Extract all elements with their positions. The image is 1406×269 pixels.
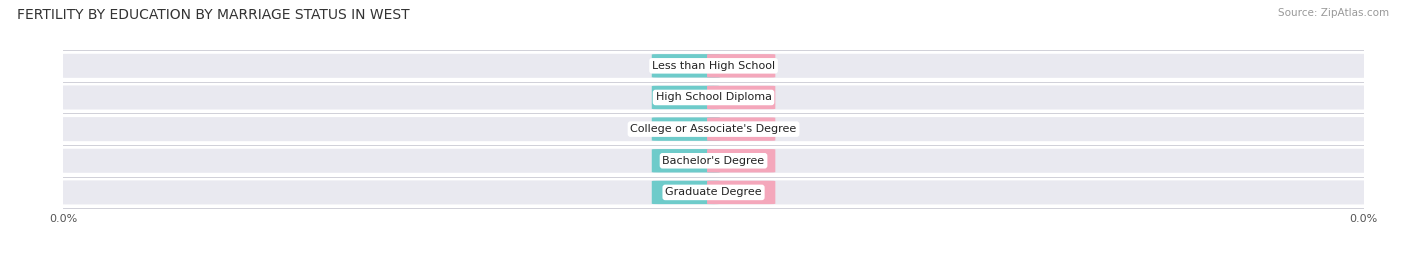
Text: Source: ZipAtlas.com: Source: ZipAtlas.com [1278,8,1389,18]
Text: 0.0%: 0.0% [728,93,755,102]
FancyBboxPatch shape [56,117,1371,141]
Text: 0.0%: 0.0% [728,187,755,197]
FancyBboxPatch shape [652,149,720,172]
Text: Graduate Degree: Graduate Degree [665,187,762,197]
FancyBboxPatch shape [56,54,1371,78]
FancyBboxPatch shape [652,86,720,109]
Text: 0.0%: 0.0% [728,156,755,166]
FancyBboxPatch shape [56,180,1371,204]
FancyBboxPatch shape [56,149,1371,173]
Text: 0.0%: 0.0% [672,93,699,102]
Text: Less than High School: Less than High School [652,61,775,71]
Text: 0.0%: 0.0% [672,187,699,197]
Text: 0.0%: 0.0% [672,61,699,71]
FancyBboxPatch shape [707,181,775,204]
Text: High School Diploma: High School Diploma [655,93,772,102]
Text: 0.0%: 0.0% [672,156,699,166]
FancyBboxPatch shape [707,149,775,172]
FancyBboxPatch shape [652,54,720,77]
Text: 0.0%: 0.0% [728,61,755,71]
Text: FERTILITY BY EDUCATION BY MARRIAGE STATUS IN WEST: FERTILITY BY EDUCATION BY MARRIAGE STATU… [17,8,409,22]
FancyBboxPatch shape [707,86,775,109]
FancyBboxPatch shape [707,117,775,141]
FancyBboxPatch shape [56,86,1371,109]
FancyBboxPatch shape [652,117,720,141]
Text: Bachelor's Degree: Bachelor's Degree [662,156,765,166]
FancyBboxPatch shape [707,54,775,77]
FancyBboxPatch shape [652,181,720,204]
Text: 0.0%: 0.0% [728,124,755,134]
Text: 0.0%: 0.0% [672,124,699,134]
Text: College or Associate's Degree: College or Associate's Degree [630,124,797,134]
